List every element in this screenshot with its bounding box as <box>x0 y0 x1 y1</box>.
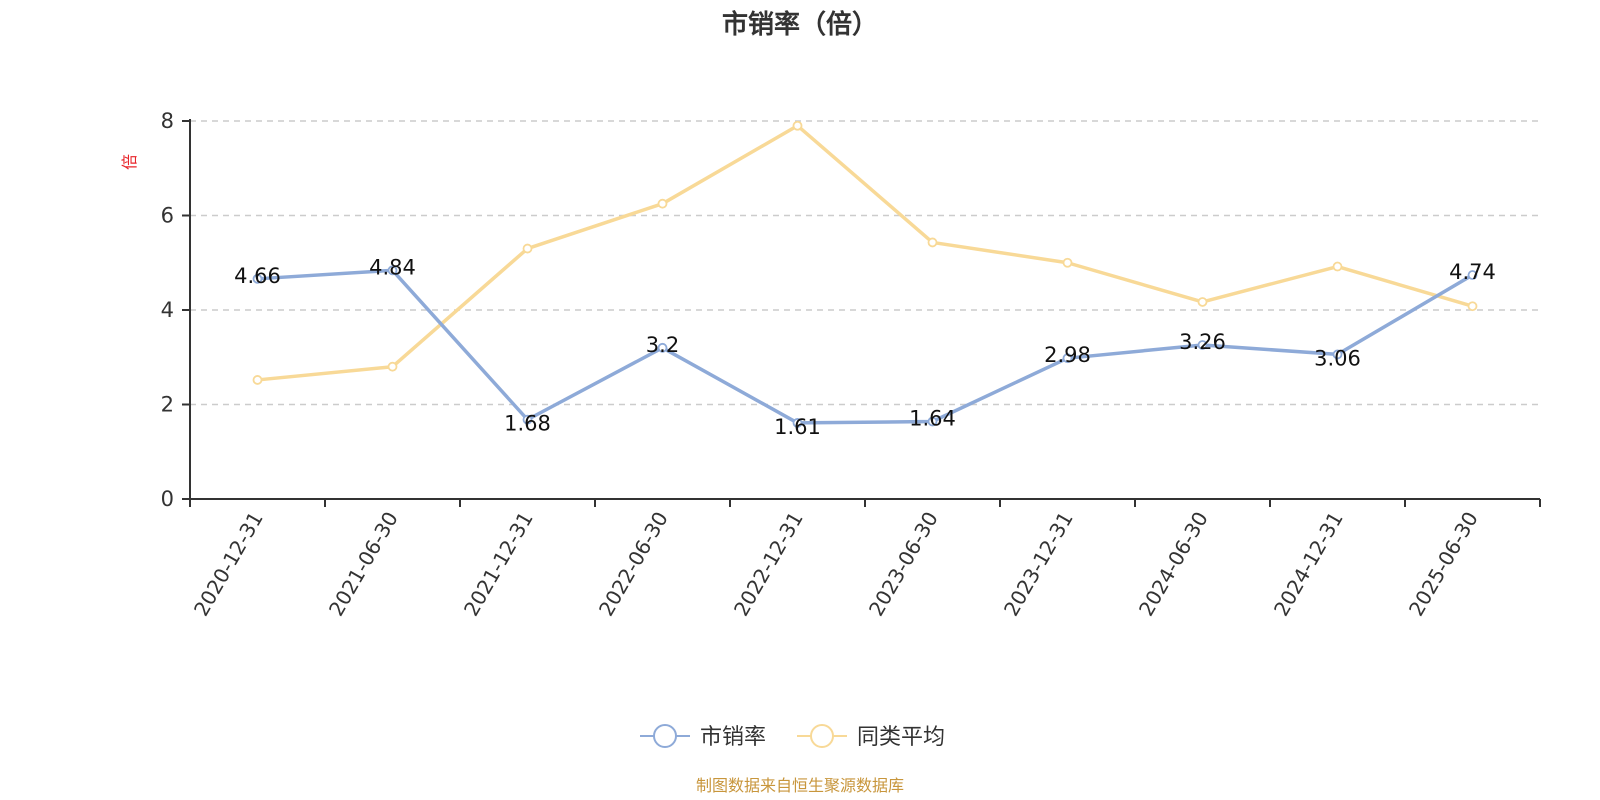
series-line <box>257 123 1473 382</box>
data-point <box>657 198 668 209</box>
x-tick-label: 2021-06-30 <box>324 508 403 621</box>
y-tick-label: 8 <box>161 109 174 133</box>
data-point <box>792 418 803 428</box>
data-point <box>522 414 533 425</box>
legend-marker-icon <box>653 724 677 748</box>
data-point <box>522 243 533 254</box>
y-tick-label: 2 <box>161 393 174 417</box>
series-layer <box>252 120 1478 428</box>
chart-title: 市销率（倍） <box>722 9 878 40</box>
x-tick-label: 2023-06-30 <box>864 508 943 621</box>
data-point <box>1062 353 1073 364</box>
x-tick-label: 2021-12-31 <box>459 508 538 621</box>
source-note: 制图数据来自恒生聚源数据库 <box>696 776 904 795</box>
data-point <box>252 273 263 284</box>
y-tick-label: 0 <box>161 487 174 511</box>
data-point <box>657 342 668 353</box>
y-axis-unit-label: 倍 <box>120 154 139 170</box>
data-point <box>1332 349 1343 360</box>
data-point <box>1197 340 1208 350</box>
series-line <box>257 268 1474 425</box>
data-point <box>1467 301 1478 312</box>
y-tick-label: 6 <box>161 204 174 228</box>
x-tick-label: 2025-06-30 <box>1404 508 1483 621</box>
data-label: 4.66 <box>234 264 281 288</box>
data-point <box>927 416 938 427</box>
grid-layer <box>190 120 1540 406</box>
data-point <box>1332 261 1343 272</box>
data-label: 1.61 <box>774 415 821 439</box>
data-point <box>252 375 263 385</box>
data-point <box>1062 257 1073 268</box>
data-point <box>792 120 803 131</box>
data-point <box>387 361 398 372</box>
legend-item-label: 市销率 <box>700 725 766 750</box>
x-tick-label: 2022-06-30 <box>594 508 673 621</box>
x-tick-label: 2024-06-30 <box>1134 508 1213 621</box>
data-label: 1.68 <box>504 412 551 436</box>
data-label: 1.64 <box>909 407 956 431</box>
data-label: 4.84 <box>369 255 416 279</box>
data-label: 3.2 <box>646 333 679 357</box>
data-label: 4.74 <box>1449 260 1496 284</box>
data-point <box>927 237 938 248</box>
legend-item-label: 同类平均 <box>857 725 945 750</box>
legend-marker-icon <box>810 724 834 748</box>
x-tick-label: 2022-12-31 <box>729 508 808 621</box>
data-point <box>387 265 398 276</box>
data-label: 2.98 <box>1044 343 1091 367</box>
y-tick-label: 4 <box>161 298 174 322</box>
data-label-layer: 4.66 4.84 1.68 3.2 1.61 1.64 2.98 3.26 3.06 4.74 <box>234 255 1496 439</box>
legend[interactable]: 市销率 同类平均 <box>640 724 945 750</box>
data-point <box>1197 297 1208 307</box>
data-point <box>1467 270 1478 280</box>
x-tick-label: 2023-12-31 <box>999 508 1078 621</box>
x-tick-label: 2024-12-31 <box>1269 508 1348 621</box>
data-label: 3.06 <box>1314 346 1361 370</box>
x-tick-label: 2020-12-31 <box>189 508 268 621</box>
data-label: 3.26 <box>1179 330 1226 354</box>
